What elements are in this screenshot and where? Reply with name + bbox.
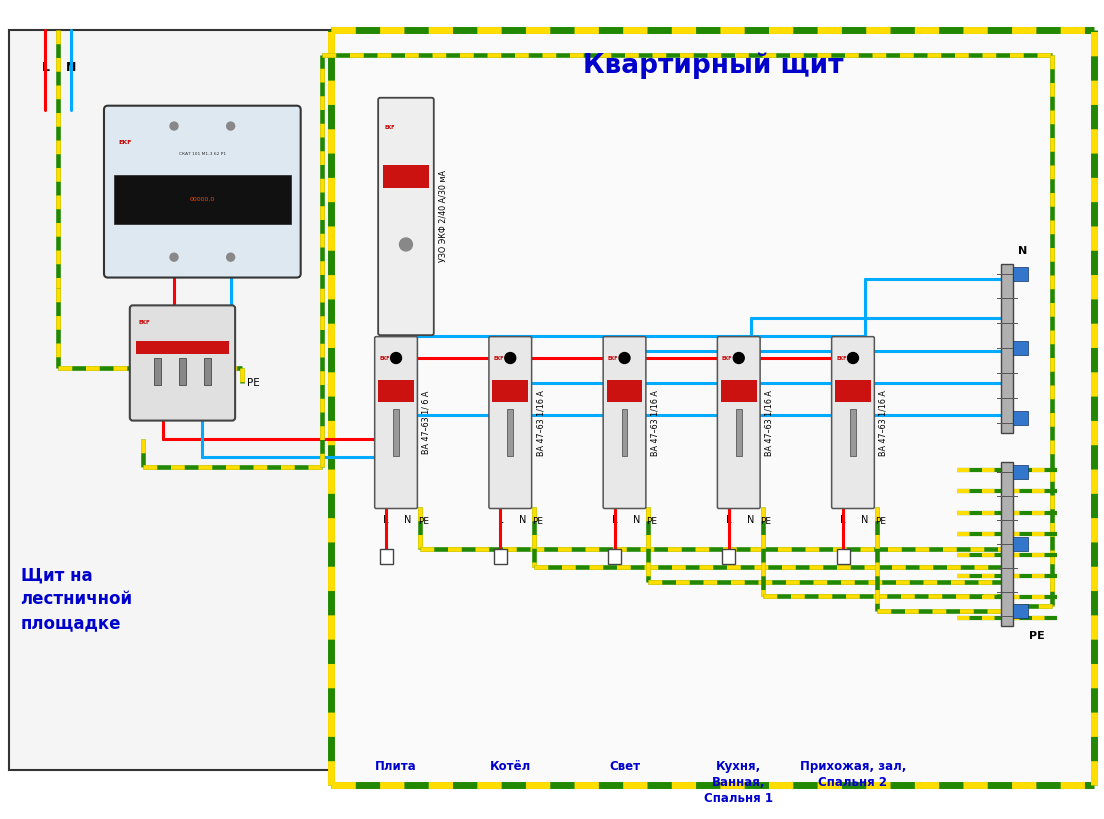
FancyBboxPatch shape bbox=[374, 337, 417, 509]
Text: L: L bbox=[41, 61, 50, 75]
FancyBboxPatch shape bbox=[130, 305, 235, 421]
Circle shape bbox=[733, 352, 744, 364]
Bar bbox=[114, 175, 290, 224]
Text: N: N bbox=[404, 515, 412, 525]
Bar bbox=[393, 409, 399, 456]
Text: EKF: EKF bbox=[118, 140, 131, 145]
FancyBboxPatch shape bbox=[718, 337, 761, 509]
Text: EKF: EKF bbox=[722, 356, 732, 361]
Bar bbox=[379, 380, 414, 402]
FancyBboxPatch shape bbox=[489, 337, 532, 509]
Circle shape bbox=[505, 352, 516, 364]
Circle shape bbox=[170, 253, 178, 261]
Text: N: N bbox=[747, 515, 754, 525]
Circle shape bbox=[391, 352, 402, 364]
Text: N: N bbox=[1018, 246, 1028, 256]
Text: PE: PE bbox=[646, 517, 657, 526]
Text: ВА 47–63 1/16 А: ВА 47–63 1/16 А bbox=[537, 390, 545, 455]
Text: ВА 47–63 1/16 А: ВА 47–63 1/16 А bbox=[765, 390, 774, 455]
Bar bbox=[1000, 264, 1013, 432]
FancyBboxPatch shape bbox=[104, 106, 300, 278]
Text: EKF: EKF bbox=[836, 356, 847, 361]
Bar bbox=[606, 380, 643, 402]
FancyBboxPatch shape bbox=[603, 337, 646, 509]
Text: N: N bbox=[633, 515, 640, 525]
Text: УЗО ЭКФ 2/40 А/30 мА: УЗО ЭКФ 2/40 А/30 мА bbox=[438, 170, 448, 262]
Circle shape bbox=[226, 122, 235, 130]
Bar bbox=[204, 358, 211, 385]
Text: N: N bbox=[861, 515, 869, 525]
Text: PE: PE bbox=[1029, 631, 1044, 641]
Bar bbox=[155, 358, 161, 385]
Bar bbox=[1013, 537, 1028, 551]
Circle shape bbox=[848, 352, 859, 364]
Text: Прихожая, зал,
Спальня 2: Прихожая, зал, Спальня 2 bbox=[799, 760, 906, 790]
Text: Кухня,
Ванная,
Спальня 1: Кухня, Ванная, Спальня 1 bbox=[704, 760, 773, 805]
Text: 00000.0: 00000.0 bbox=[190, 197, 215, 202]
Bar bbox=[1000, 462, 1013, 627]
Text: N: N bbox=[519, 515, 526, 525]
Text: ВА 47–63 1/16 А: ВА 47–63 1/16 А bbox=[879, 390, 888, 455]
Text: N: N bbox=[66, 61, 76, 75]
Text: L: L bbox=[498, 515, 503, 525]
Bar bbox=[508, 409, 513, 456]
Bar bbox=[1013, 342, 1028, 355]
Text: Квартирный щит: Квартирный щит bbox=[583, 52, 843, 79]
Bar bbox=[383, 165, 428, 188]
Text: ВА 47–63 1/ 6 А: ВА 47–63 1/ 6 А bbox=[422, 391, 431, 455]
Text: L: L bbox=[840, 515, 846, 525]
Bar bbox=[136, 342, 230, 355]
Text: L: L bbox=[726, 515, 732, 525]
Text: Щит на
лестничной
площадке: Щит на лестничной площадке bbox=[21, 567, 132, 631]
Bar bbox=[1013, 604, 1028, 618]
Text: L: L bbox=[383, 515, 389, 525]
Text: Плита: Плита bbox=[375, 760, 417, 773]
Text: PE: PE bbox=[532, 517, 543, 526]
Text: L: L bbox=[612, 515, 617, 525]
Text: PE: PE bbox=[761, 517, 772, 526]
Circle shape bbox=[170, 122, 178, 130]
Text: EKF: EKF bbox=[379, 356, 390, 361]
Text: EKF: EKF bbox=[139, 320, 150, 325]
Circle shape bbox=[400, 238, 413, 251]
Bar bbox=[850, 409, 856, 456]
Bar bbox=[9, 30, 331, 770]
Text: ВА 47–63 1/16 А: ВА 47–63 1/16 А bbox=[650, 390, 659, 455]
Text: PE: PE bbox=[418, 517, 428, 526]
FancyBboxPatch shape bbox=[379, 97, 434, 335]
Bar bbox=[1013, 465, 1028, 479]
Bar bbox=[492, 380, 528, 402]
Text: PE: PE bbox=[874, 517, 885, 526]
Bar bbox=[721, 380, 756, 402]
Text: СКАТ 101 М1-3 62 Р1: СКАТ 101 М1-3 62 Р1 bbox=[179, 152, 226, 156]
Bar bbox=[722, 549, 735, 563]
Text: PE: PE bbox=[247, 378, 259, 388]
Bar bbox=[179, 358, 185, 385]
FancyBboxPatch shape bbox=[831, 337, 874, 509]
Text: Котёл: Котёл bbox=[490, 760, 531, 773]
Bar bbox=[380, 549, 393, 563]
Circle shape bbox=[619, 352, 630, 364]
Bar bbox=[1013, 410, 1028, 424]
Bar bbox=[608, 549, 622, 563]
Bar bbox=[331, 30, 1094, 785]
Circle shape bbox=[226, 253, 235, 261]
Bar bbox=[493, 549, 507, 563]
Text: EKF: EKF bbox=[493, 356, 503, 361]
Text: EKF: EKF bbox=[607, 356, 618, 361]
Bar bbox=[735, 409, 742, 456]
Bar bbox=[622, 409, 627, 456]
Text: EKF: EKF bbox=[384, 125, 394, 130]
Text: Свет: Свет bbox=[609, 760, 640, 773]
Bar bbox=[837, 549, 849, 563]
Bar bbox=[835, 380, 871, 402]
Bar bbox=[1013, 267, 1028, 281]
